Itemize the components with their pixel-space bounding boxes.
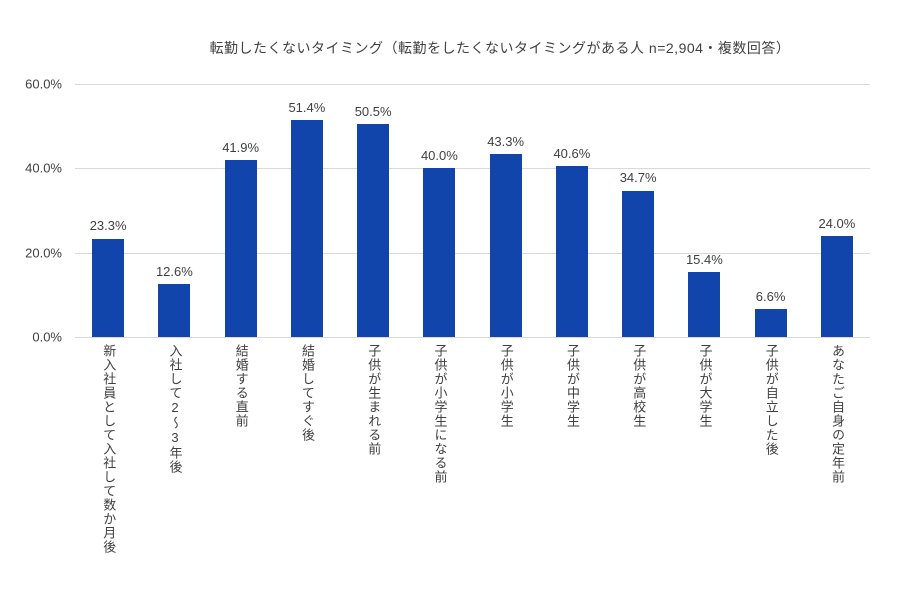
bar-column: 41.9% xyxy=(208,84,274,337)
bar-column: 50.5% xyxy=(340,84,406,337)
bar xyxy=(290,120,323,337)
gridline xyxy=(75,252,870,254)
bar xyxy=(158,283,191,337)
bar-column: 23.3% xyxy=(75,84,141,337)
bar xyxy=(224,160,257,337)
category-label: 新入社員として入社して数か月後 xyxy=(101,344,117,554)
category-label: 子供が自立した後 xyxy=(763,344,779,456)
bar-column: 51.4% xyxy=(274,84,340,337)
bar xyxy=(688,272,721,337)
y-axis: 60.0% 40.0% 20.0% 0.0% xyxy=(0,77,62,345)
bar-value-label: 6.6% xyxy=(755,288,786,304)
bar xyxy=(820,235,853,337)
x-axis: 新入社員として入社して数か月後 入社して2～3年後 結婚する直前 結婚してすぐ後… xyxy=(75,344,870,594)
category-label: 子供が小学生 xyxy=(498,344,514,428)
bar xyxy=(622,190,655,337)
bar-series: 23.3% 12.6% 41.9% 51.4% 50.5% 40.0% xyxy=(75,84,870,337)
bar-column: 6.6% xyxy=(738,84,804,337)
bar xyxy=(423,168,456,337)
plot-area: 23.3% 12.6% 41.9% 51.4% 50.5% 40.0% xyxy=(75,84,870,338)
gridline xyxy=(75,168,870,170)
bar xyxy=(754,309,787,337)
category-label: 子供が中学生 xyxy=(565,344,580,428)
bar-value-label: 40.0% xyxy=(420,148,458,164)
category-label: 子供が生まれる前 xyxy=(366,344,382,456)
chart-title: 転勤したくないタイミング（転勤をしたくないタイミングがある人 n=2,904・複… xyxy=(209,40,791,56)
category-label: 結婚してすぐ後 xyxy=(300,344,315,442)
bar-column: 12.6% xyxy=(141,84,207,337)
bar xyxy=(555,165,588,337)
bar-value-label: 15.4% xyxy=(685,251,723,267)
bar-value-label: 50.5% xyxy=(354,103,392,119)
bar-column: 24.0% xyxy=(804,84,870,337)
bar xyxy=(92,238,125,337)
bar-column: 40.0% xyxy=(406,84,472,337)
category-label: 結婚する直前 xyxy=(233,344,249,428)
bar-value-label: 41.9% xyxy=(222,140,260,156)
y-tick-label: 0.0% xyxy=(32,329,62,345)
category-label: 子供が高校生 xyxy=(631,344,647,428)
category-label: 子供が小学生になる前 xyxy=(432,344,448,484)
gridline xyxy=(75,84,870,85)
bar xyxy=(489,154,522,337)
bar xyxy=(357,124,390,337)
bar-column: 15.4% xyxy=(671,84,737,337)
bar-value-label: 43.3% xyxy=(487,134,525,150)
y-tick-label: 60.0% xyxy=(25,76,62,92)
category-label: 子供が大学生 xyxy=(697,344,713,428)
axis-baseline xyxy=(75,337,870,338)
bar-value-label: 23.3% xyxy=(89,218,127,234)
y-tick-label: 20.0% xyxy=(25,245,62,261)
bar-value-label: 51.4% xyxy=(288,99,326,115)
bar-value-label: 24.0% xyxy=(818,215,856,231)
bar-value-label: 12.6% xyxy=(155,263,193,279)
bar-column: 34.7% xyxy=(605,84,671,337)
bar-value-label: 34.7% xyxy=(619,170,657,186)
category-label: 入社して2～3年後 xyxy=(167,344,183,474)
bar-column: 43.3% xyxy=(473,84,539,337)
bar-value-label: 40.6% xyxy=(553,145,591,161)
bar-column: 40.6% xyxy=(539,84,605,337)
y-tick-label: 40.0% xyxy=(25,160,62,176)
category-label: あなたご自身の定年前 xyxy=(830,344,845,484)
